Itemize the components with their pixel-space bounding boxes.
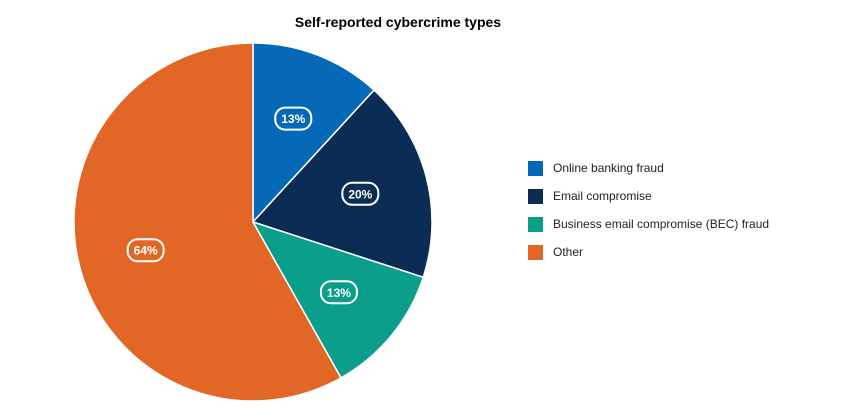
legend-item-email-compromise[interactable]: Email compromise xyxy=(528,182,769,210)
legend-item-online-banking-fraud[interactable]: Online banking fraud xyxy=(528,154,769,182)
pie-slice-online-banking-fraud[interactable] xyxy=(252,42,375,223)
chart-title: Self-reported cybercrime types xyxy=(294,14,502,30)
pie-slice-other[interactable] xyxy=(73,42,342,402)
pie-slice-business-email-compromise-bec-fraud[interactable] xyxy=(252,221,424,379)
legend-item-other[interactable]: Other xyxy=(528,238,769,266)
value-label-box xyxy=(126,238,165,263)
legend-label: Email compromise xyxy=(553,189,652,203)
legend-swatch xyxy=(528,160,543,176)
legend-label: Business email compromise (BEC) fraud xyxy=(553,217,770,231)
value-label-online-banking-fraud: 13% xyxy=(274,106,313,131)
legend-swatch xyxy=(528,188,543,204)
pie-slice-email-compromise[interactable] xyxy=(252,89,433,279)
value-label-text: 64% xyxy=(134,244,158,258)
legend: Online banking fraud Email compromise Bu… xyxy=(528,154,769,266)
value-label-box xyxy=(319,280,358,305)
legend-item-bec-fraud[interactable]: Business email compromise (BEC) fraud xyxy=(528,210,769,238)
value-label-box xyxy=(274,106,313,131)
value-label-text: 13% xyxy=(281,112,305,126)
legend-label: Online banking fraud xyxy=(553,161,664,175)
value-label-other: 64% xyxy=(126,238,165,263)
value-label-business-email-compromise-bec-fraud: 13% xyxy=(319,280,358,305)
value-label-box xyxy=(341,181,380,206)
legend-swatch xyxy=(528,216,543,232)
value-label-email-compromise: 20% xyxy=(341,181,380,206)
pie-value-labels: 13% 20% 13% 64% xyxy=(126,106,380,305)
legend-swatch xyxy=(528,244,543,260)
legend-label: Other xyxy=(553,245,584,259)
value-label-text: 20% xyxy=(348,187,372,201)
pie-slices xyxy=(73,42,433,402)
value-label-text: 13% xyxy=(327,286,351,300)
